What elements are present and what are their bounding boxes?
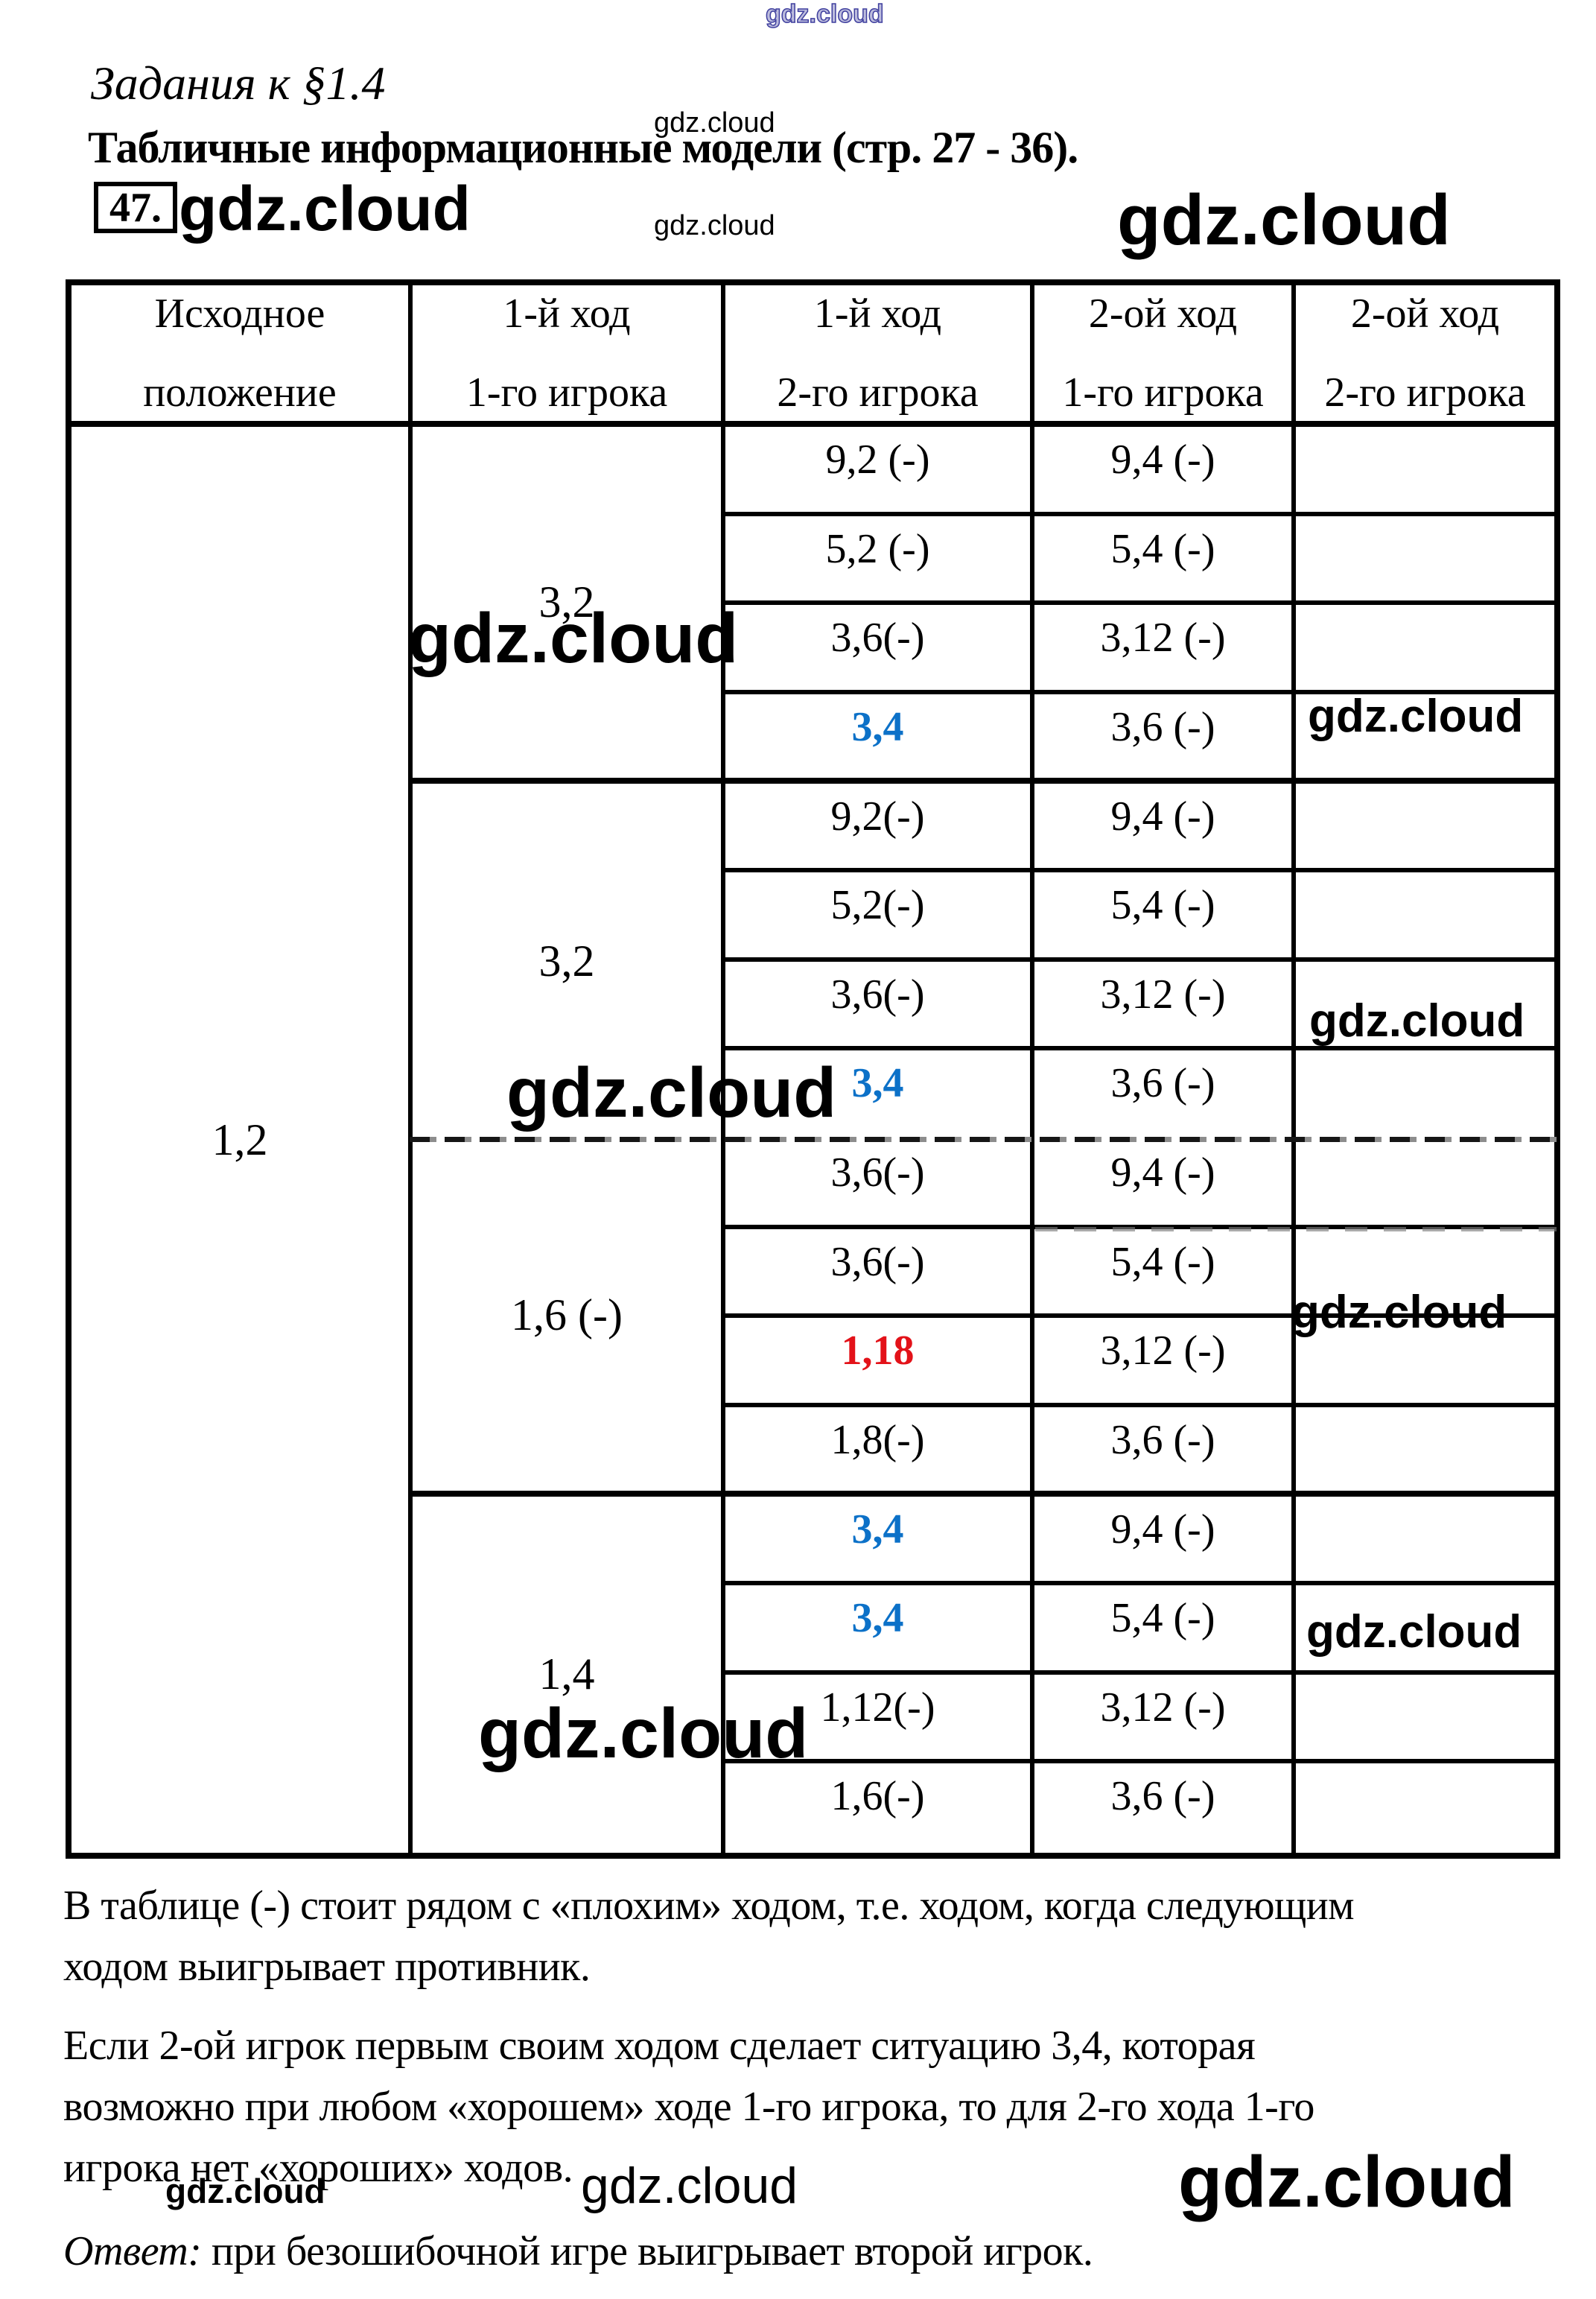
- task-number: 47.: [109, 184, 162, 231]
- column-header-move2-player1: 2-ой ход 1-го игрока: [1034, 285, 1296, 427]
- column-header-line: 1-й ход: [813, 291, 942, 337]
- column-header-line: 2-ой ход: [1088, 291, 1238, 337]
- gdz-cloud-watermark: gdz.cloud: [165, 2172, 325, 2210]
- table-cell-empty: [1296, 1585, 1554, 1675]
- dashed-divider-line: [1035, 1227, 1557, 1231]
- table-cell-move2: 9,2(-): [725, 783, 1034, 873]
- table-cell-move3: 9,4 (-): [1034, 1140, 1296, 1229]
- table-cell-move3: 9,4 (-): [1034, 783, 1296, 873]
- table-cell-initial-position: 1,2: [71, 427, 413, 1853]
- table-cell-move2: 3,6(-): [725, 961, 1034, 1051]
- column-header-line: 1-го игрока: [1062, 370, 1264, 416]
- table-cell-move3: 5,4 (-): [1034, 1228, 1296, 1319]
- answer-text: при безошибочной игре выигрывает второй …: [201, 2228, 1093, 2274]
- table-cell-move2: 3,6(-): [725, 605, 1034, 694]
- table-cell-move2: 3,6(-): [725, 1228, 1034, 1319]
- table-cell-move3: 5,4 (-): [1034, 1585, 1296, 1675]
- table-cell-empty: [1296, 605, 1554, 694]
- answer-line: Ответ: при безошибочной игре выигрывает …: [63, 2228, 1093, 2275]
- column-header-line: 2-ой ход: [1350, 291, 1500, 337]
- gdz-cloud-watermark: gdz.cloud: [506, 1053, 837, 1132]
- table-cell-move3: 3,6 (-): [1034, 694, 1296, 784]
- table-cell-move3: 3,12 (-): [1034, 605, 1296, 694]
- explanation-line: Если 2-ой игрок первым своим ходом сдела…: [63, 2023, 1256, 2069]
- table-cell-empty: [1296, 694, 1554, 784]
- gdz-cloud-watermark: gdz.cloud: [1117, 180, 1451, 260]
- column-header-move2-player2: 2-ой ход 2-го игрока: [1296, 285, 1554, 427]
- explanation-line: возможно при любом «хорошем» ходе 1-го и…: [63, 2084, 1314, 2130]
- table-cell-empty: [1296, 1407, 1554, 1497]
- gdz-cloud-watermark: gdz.cloud: [1308, 691, 1524, 742]
- explanation-line: ходом выигрывает противник.: [63, 1944, 591, 1990]
- table-cell-empty: [1296, 1318, 1554, 1407]
- table-cell-empty: [1296, 1675, 1554, 1764]
- table-cell-move2: 1,12(-): [725, 1674, 1034, 1764]
- gdz-cloud-watermark: gdz.cloud: [1291, 1287, 1507, 1338]
- gdz-cloud-watermark: gdz.cloud: [1306, 1606, 1522, 1658]
- gdz-cloud-watermark: gdz.cloud: [478, 1694, 809, 1773]
- gdz-cloud-watermark: gdz.cloud: [1309, 995, 1525, 1047]
- table-cell-empty: [1296, 1140, 1554, 1229]
- column-header-line: 2-го игрока: [777, 370, 979, 416]
- gdz-cloud-watermark: gdz.cloud: [179, 174, 471, 244]
- game-moves-table: Исходное положение 1-й ход 1-го игрока 1…: [66, 279, 1560, 1859]
- table-cell-move3: 3,6 (-): [1034, 1407, 1296, 1497]
- table-cell-move2: 9,2 (-): [725, 427, 1034, 516]
- column-header-line: 1-й ход: [503, 291, 631, 337]
- section-title: Задания к §1.4: [91, 57, 386, 110]
- table-cell-empty: [1296, 1050, 1554, 1140]
- table-cell-move3: 3,12 (-): [1034, 1674, 1296, 1764]
- table-cell-move2: 3,4: [725, 1585, 1034, 1675]
- table-cell-move3: 3,6 (-): [1034, 1050, 1296, 1140]
- table-cell-empty: [1296, 784, 1554, 873]
- table-cell-move3: 3,6 (-): [1034, 1763, 1296, 1853]
- explanation-line: игрока нет «хороших» ходов.: [63, 2145, 573, 2191]
- table-cell-move2: 3,6(-): [725, 1140, 1034, 1229]
- gdz-cloud-watermark: gdz.cloud: [408, 599, 739, 678]
- answer-label: Ответ:: [63, 2228, 202, 2274]
- table-cell-first-move: 1,6 (-): [413, 1140, 725, 1497]
- table-cell-move2: 5,2 (-): [725, 516, 1034, 606]
- table-cell-empty: [1296, 427, 1554, 516]
- column-header-move1-player2: 1-й ход 2-го игрока: [725, 285, 1034, 427]
- page-title: Табличные информационные модели (стр. 27…: [88, 123, 1078, 172]
- table-cell-move3: 9,4 (-): [1034, 1496, 1296, 1586]
- column-header-line: Исходное: [154, 291, 325, 337]
- table-cell-first-move: 3,2: [413, 783, 725, 1140]
- table-cell-empty: [1296, 872, 1554, 962]
- column-header-line: положение: [143, 370, 337, 416]
- table-cell-move2: 3,4: [725, 694, 1034, 784]
- column-header-line: 2-го игрока: [1324, 370, 1526, 416]
- column-header-line: 1-го игрока: [465, 370, 668, 416]
- table-cell-first-move: 1,4: [413, 1496, 725, 1853]
- table-cell-empty: [1296, 516, 1554, 606]
- table-cell-move3: 3,12 (-): [1034, 961, 1296, 1051]
- task-number-box: 47.: [94, 182, 177, 233]
- table-cell-move2: 3,4: [725, 1050, 1034, 1140]
- table-cell-move3: 5,4 (-): [1034, 872, 1296, 962]
- table-cell-move2: 1,18: [725, 1318, 1034, 1407]
- dashed-divider-line: [410, 1137, 1559, 1142]
- table-cell-move2: 1,6(-): [725, 1763, 1034, 1853]
- table-cell-move2: 3,4: [725, 1496, 1034, 1586]
- table-cell-empty: [1296, 962, 1554, 1051]
- column-header-initial-position: Исходное положение: [71, 285, 413, 427]
- table-cell-empty: [1296, 1497, 1554, 1586]
- gdz-cloud-watermark: gdz.cloud: [654, 107, 775, 139]
- table-cell-empty: [1296, 1763, 1554, 1853]
- explanation-line: В таблице (-) стоит рядом с «плохим» ход…: [63, 1883, 1355, 1929]
- gdz-cloud-watermark: gdz.cloud: [581, 2157, 798, 2214]
- table-cell-move3: 3,12 (-): [1034, 1318, 1296, 1407]
- gdz-cloud-watermark: gdz.cloud: [1178, 2141, 1516, 2222]
- table-cell-move3: 9,4 (-): [1034, 427, 1296, 516]
- table-cell-first-move: 3,2: [413, 427, 725, 784]
- gdz-cloud-watermark: gdz.cloud: [765, 0, 884, 28]
- gdz-cloud-watermark: gdz.cloud: [654, 210, 775, 241]
- column-header-move1-player1: 1-й ход 1-го игрока: [413, 285, 725, 427]
- table-cell-move3: 5,4 (-): [1034, 516, 1296, 606]
- table-cell-move2: 1,8(-): [725, 1407, 1034, 1497]
- table-cell-empty: [1296, 1229, 1554, 1319]
- table-cell-move2: 5,2(-): [725, 872, 1034, 962]
